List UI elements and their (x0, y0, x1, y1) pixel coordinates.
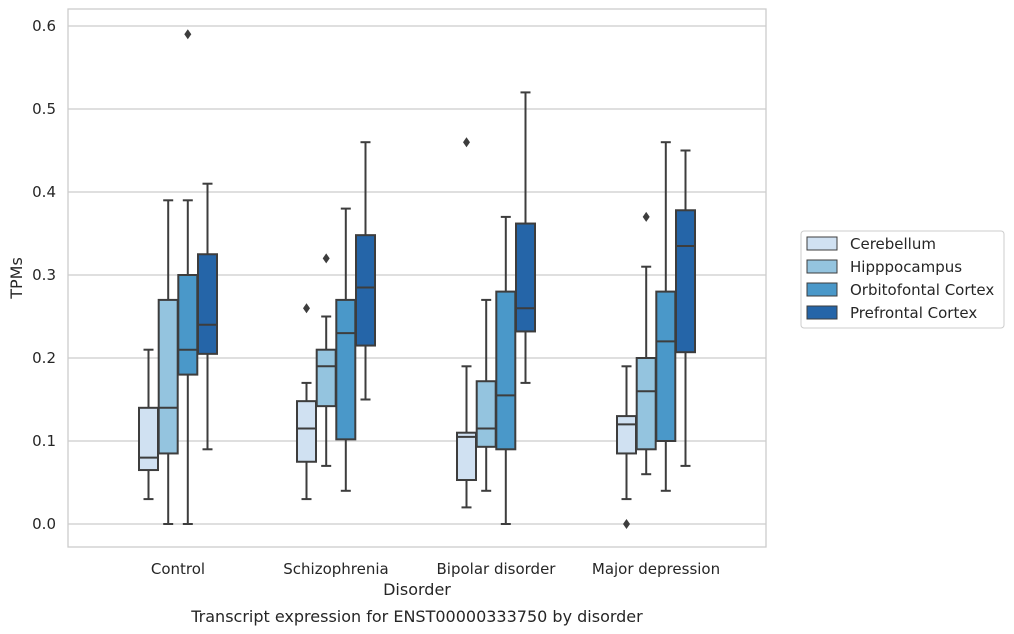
y-tick-label: 0.2 (32, 349, 56, 367)
outlier-point (642, 211, 650, 222)
x-tick-label: Schizophrenia (283, 560, 388, 578)
legend-swatch (806, 259, 838, 274)
box-iqr (456, 431, 477, 482)
box-orbitofontal-cortex (177, 29, 199, 525)
outlier-point (303, 303, 310, 314)
y-tick-label: 0.6 (32, 17, 56, 35)
plot-frame (67, 8, 767, 548)
outlier-point (463, 137, 470, 148)
box-prefrontal-cortex (355, 141, 376, 401)
legend-frame (800, 230, 1005, 329)
legend-label: Hipppocampus (850, 258, 962, 276)
box-iqr (315, 348, 337, 408)
box-hipppocampus (315, 253, 337, 467)
box-cerebellum (138, 348, 159, 501)
y-tick-label: 0.3 (32, 266, 56, 284)
outlier-point (623, 519, 630, 529)
box-prefrontal-cortex (515, 91, 536, 384)
box-iqr (655, 290, 677, 442)
box-prefrontal-cortex (197, 182, 218, 451)
boxes (138, 29, 696, 529)
chart-caption: Transcript expression for ENST0000033375… (190, 607, 643, 626)
box-iqr (177, 274, 199, 376)
box-iqr (157, 298, 179, 455)
x-axis-ticks: Control Schizophrenia Bipolar disorder Majo… (151, 560, 720, 578)
box-orbitofontal-cortex (335, 207, 357, 492)
legend: Cerebellum Hipppocampus Orbitofontal Corte… (800, 230, 1005, 329)
outlier-point (322, 253, 330, 264)
box-hipppocampus (157, 199, 179, 525)
outlier-point (184, 29, 192, 40)
legend-swatch (806, 236, 838, 251)
y-axis-ticks: 0.0 0.1 0.2 0.3 0.4 0.5 0.6 (32, 17, 56, 533)
box-iqr (515, 222, 536, 333)
y-tick-label: 0.4 (32, 183, 56, 201)
box-iqr (335, 298, 357, 441)
box-iqr (616, 415, 637, 455)
box-orbitofontal-cortex (495, 215, 517, 525)
box-iqr (355, 234, 376, 347)
legend-label: Prefrontal Cortex (850, 304, 977, 322)
box-iqr (197, 253, 218, 355)
y-tick-label: 0.5 (32, 100, 56, 118)
box-iqr (675, 209, 696, 354)
x-tick-label: Control (151, 560, 205, 578)
y-axis-title: TPMs (7, 257, 26, 300)
box-prefrontal-cortex (675, 149, 696, 467)
box-orbitofontal-cortex (655, 141, 677, 492)
box-iqr (475, 380, 497, 448)
legend-label: Orbitofontal Cortex (850, 281, 994, 299)
box-cerebellum (296, 303, 317, 501)
legend-swatch (806, 282, 838, 297)
legend-label: Cerebellum (850, 235, 936, 253)
box-iqr (495, 290, 517, 451)
x-axis-title: Disorder (383, 580, 451, 599)
y-tick-label: 0.0 (32, 515, 56, 533)
box-iqr (138, 406, 159, 472)
box-cerebellum (456, 137, 477, 509)
box-iqr (635, 357, 657, 451)
x-tick-label: Major depression (592, 560, 720, 578)
box-hipppocampus (635, 211, 657, 476)
box-iqr (296, 400, 317, 463)
x-tick-label: Bipolar disorder (437, 560, 557, 578)
legend-swatch (806, 305, 838, 320)
y-tick-label: 0.1 (32, 432, 56, 450)
